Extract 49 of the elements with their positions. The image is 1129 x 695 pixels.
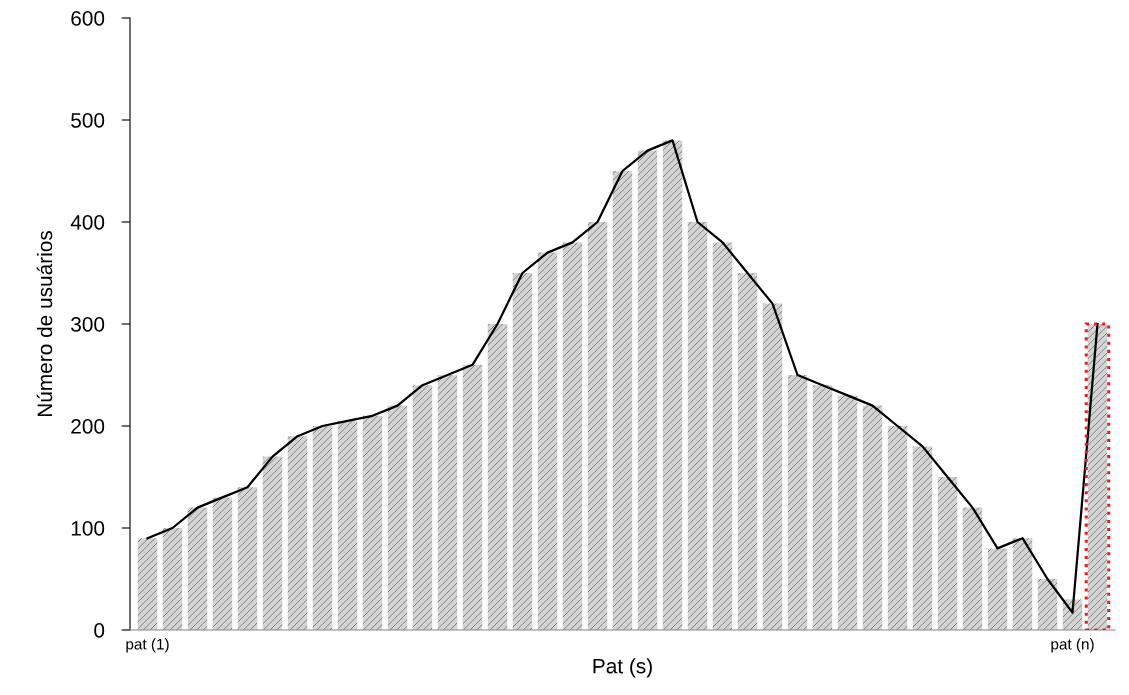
x-tick-label: pat (1) — [126, 638, 169, 653]
bar — [562, 242, 583, 630]
bar — [262, 456, 283, 630]
bar — [862, 405, 883, 630]
y-axis-title: Número de usuários — [36, 230, 53, 417]
bar — [387, 405, 408, 630]
bar — [312, 426, 333, 630]
bar — [712, 242, 733, 630]
bar — [362, 415, 383, 630]
y-tick-label: 100 — [71, 521, 105, 536]
bar — [162, 528, 183, 630]
bar — [512, 273, 533, 630]
bar — [837, 395, 858, 630]
bar — [737, 273, 758, 630]
y-tick-label: 600 — [71, 11, 105, 26]
bar — [987, 548, 1008, 630]
bar — [612, 171, 633, 630]
x-tick-label: pat (n) — [1051, 638, 1094, 653]
bar — [187, 507, 208, 630]
bar — [437, 375, 458, 630]
bar — [587, 222, 608, 630]
y-tick-label: 300 — [71, 317, 105, 332]
y-tick-label: 200 — [71, 419, 105, 434]
bar — [1037, 579, 1058, 630]
bar — [912, 446, 933, 630]
bar — [462, 364, 483, 630]
bar — [762, 303, 783, 630]
bar — [962, 507, 983, 630]
bar — [212, 497, 233, 630]
y-tick-label: 500 — [71, 113, 105, 128]
line-series — [146, 139, 1099, 614]
y-tick-label: 400 — [70, 215, 105, 230]
bar — [337, 420, 358, 630]
bar — [412, 385, 433, 630]
bar — [487, 324, 508, 630]
bar — [537, 252, 558, 630]
bar — [137, 538, 158, 630]
bar — [687, 222, 708, 630]
x-axis-title: Pat (s) — [593, 658, 652, 678]
bar — [1012, 538, 1033, 630]
bar — [637, 150, 658, 630]
bar — [287, 436, 308, 630]
bar — [937, 477, 958, 630]
bar — [887, 426, 908, 630]
bar — [237, 487, 258, 630]
bar — [812, 385, 833, 630]
bar — [662, 140, 683, 630]
y-tick-label: 0 — [94, 623, 105, 638]
bar — [787, 375, 808, 630]
